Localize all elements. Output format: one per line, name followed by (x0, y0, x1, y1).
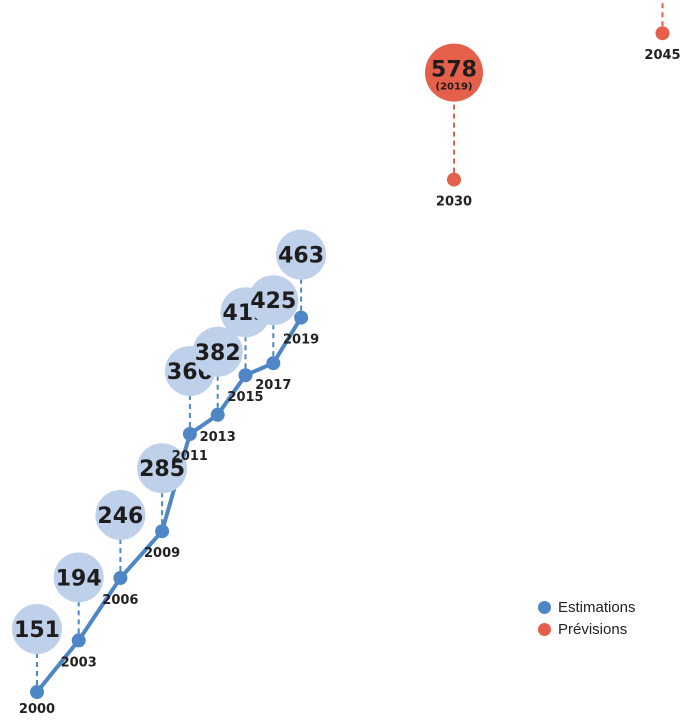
bubble-2017 (248, 275, 299, 326)
legend-item-previsions: Prévisions (538, 618, 636, 640)
bubble-2000 (12, 604, 62, 654)
legend-item-estimations: Estimations (538, 596, 636, 618)
year-label-2009: 2009 (144, 546, 180, 561)
bubble-2030 (425, 43, 483, 102)
value-label-2009: 285 (139, 457, 185, 482)
point-2011 (182, 427, 197, 441)
point-2006 (113, 571, 128, 585)
year-label-2003: 2003 (61, 655, 97, 670)
value-bubbles: 151194246285366382415425463578(2019)700(… (12, 43, 483, 654)
value-label-2019: 463 (278, 244, 324, 269)
bubble-2009 (137, 443, 188, 494)
value-label-2013: 382 (195, 341, 241, 366)
point-2019 (294, 310, 309, 325)
legend-dot-previsions (538, 622, 551, 636)
year-label-2045: 2045 (644, 48, 680, 63)
point-2009 (155, 524, 170, 539)
year-label-2017: 2017 (255, 378, 291, 393)
value-label-2017: 425 (250, 289, 296, 314)
point-2017 (266, 356, 281, 371)
bubble-2019 (276, 229, 327, 280)
legend-dot-estimations (538, 600, 551, 614)
year-label-2006: 2006 (102, 593, 138, 608)
bubble-2003 (53, 552, 104, 603)
point-2045 (655, 26, 670, 41)
value-label-2006: 246 (97, 504, 143, 529)
point-2015 (238, 368, 253, 383)
year-label-2000: 2000 (19, 702, 55, 717)
legend: Estimations Prévisions (538, 596, 636, 640)
year-label-2013: 2013 (200, 430, 236, 445)
bubble-2013 (192, 326, 243, 377)
value-label-2003: 194 (56, 566, 102, 591)
data-points (30, 26, 670, 699)
point-2003 (71, 633, 86, 648)
bubble-2006 (95, 490, 146, 540)
point-2013 (210, 407, 225, 422)
legend-label-previsions: Prévisions (558, 620, 628, 638)
year-label-2030: 2030 (436, 195, 472, 210)
value-label-2000: 151 (14, 618, 60, 643)
point-2030 (447, 172, 461, 187)
point-2000 (30, 685, 44, 699)
sub-label-2030: (2019) (436, 82, 473, 93)
year-label-2015: 2015 (227, 390, 263, 405)
year-label-2019: 2019 (283, 333, 319, 348)
value-label-2030: 578 (431, 58, 477, 83)
connector-lines (36, 0, 664, 685)
legend-label-estimations: Estimations (558, 598, 636, 616)
year-label-2011: 2011 (172, 449, 208, 464)
